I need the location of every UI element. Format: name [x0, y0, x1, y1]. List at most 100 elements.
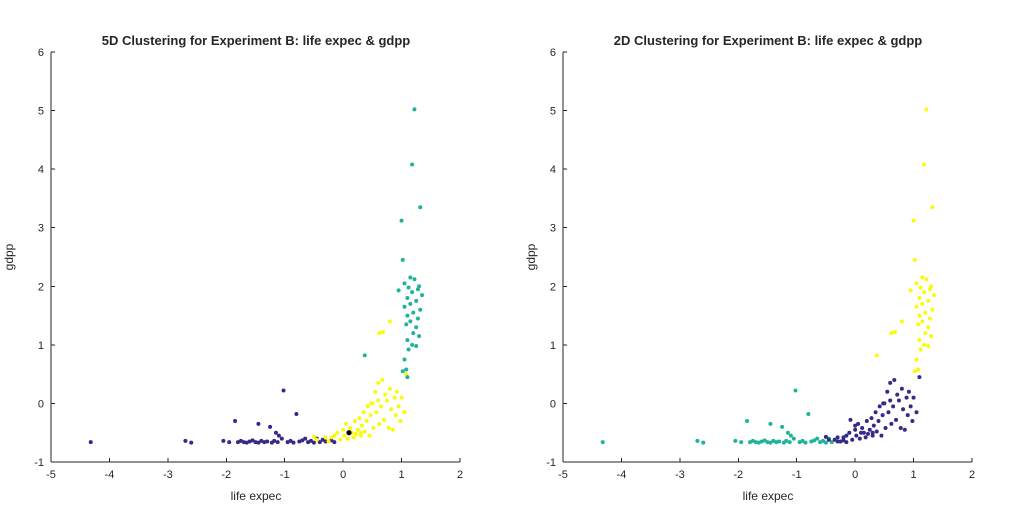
data-point	[408, 301, 413, 306]
data-point	[926, 325, 931, 330]
data-point	[916, 367, 921, 372]
data-point	[853, 427, 858, 432]
data-point	[279, 436, 284, 441]
data-point	[351, 435, 356, 440]
data-point	[920, 275, 925, 280]
data-point	[832, 437, 837, 442]
data-point	[418, 205, 423, 210]
x-tick-label: 2	[969, 469, 975, 481]
data-point	[901, 407, 906, 412]
data-point	[411, 310, 416, 315]
data-point	[864, 419, 869, 423]
data-point	[863, 435, 868, 440]
axes: -5 -4 -3 -2 -1 0 1 2 -1 0 1 2 3 4 5 6	[546, 47, 975, 481]
data-point	[821, 438, 826, 443]
x-tick-label: -3	[163, 469, 173, 481]
data-point	[358, 433, 363, 438]
data-point	[387, 386, 392, 391]
data-point	[342, 433, 347, 438]
data-point	[784, 438, 789, 443]
data-point	[829, 440, 834, 445]
data-point	[793, 388, 798, 393]
data-point	[800, 438, 805, 443]
data-point	[923, 331, 928, 336]
data-point	[918, 285, 923, 290]
y-tick-label: 2	[550, 281, 556, 293]
data-point	[932, 293, 937, 298]
y-tick-label: 3	[550, 223, 556, 235]
data-point	[902, 427, 907, 432]
data-point	[880, 413, 885, 418]
data-point	[853, 423, 858, 428]
y-tick-label: 5	[38, 106, 44, 118]
data-point	[405, 375, 410, 380]
data-point	[417, 334, 422, 339]
data-point	[338, 437, 343, 442]
data-point	[396, 288, 401, 293]
data-point	[373, 389, 378, 394]
data-point	[844, 440, 849, 445]
data-point	[311, 440, 316, 445]
data-point	[869, 416, 874, 421]
data-point	[405, 296, 410, 300]
data-point	[812, 438, 817, 443]
data-point	[281, 388, 286, 393]
data-point	[376, 380, 381, 385]
chart-title: 5D Clustering for Experiment B: life exp…	[102, 33, 410, 48]
y-tick-label: 4	[38, 164, 44, 176]
data-point	[346, 430, 352, 436]
x-tick-label: -1	[280, 469, 290, 481]
data-point	[916, 322, 921, 327]
x-tick-label: -1	[792, 469, 802, 481]
data-point	[908, 404, 913, 409]
data-point	[858, 430, 863, 435]
data-point	[785, 430, 790, 435]
data-point	[873, 410, 878, 415]
data-point	[926, 298, 931, 303]
data-point	[311, 434, 316, 439]
data-point	[917, 296, 922, 300]
data-point	[791, 436, 796, 441]
data-point	[892, 329, 897, 334]
data-point	[374, 410, 379, 415]
data-point	[815, 436, 820, 441]
data-point	[912, 257, 917, 262]
x-tick-label: 0	[340, 469, 346, 481]
data-point	[380, 329, 385, 334]
data-point	[917, 313, 922, 318]
data-point	[777, 439, 782, 444]
data-point	[803, 440, 808, 445]
data-point	[889, 421, 894, 426]
data-point	[600, 440, 605, 445]
data-point	[910, 419, 915, 423]
data-point	[762, 438, 767, 443]
data-point	[358, 430, 363, 435]
data-point	[917, 338, 922, 343]
y-axis-label: gdpp	[524, 243, 538, 270]
data-point	[920, 319, 925, 324]
data-point	[345, 436, 350, 441]
axes: -5 -4 -3 -2 -1 0 1 2 -1 0 1 2 3 4 5 6	[34, 47, 463, 481]
data-point	[265, 439, 270, 444]
data-point	[787, 440, 792, 445]
data-point	[396, 404, 401, 409]
data-point	[408, 275, 413, 280]
data-point	[352, 419, 357, 423]
x-tick-label: -4	[617, 469, 627, 481]
data-point	[920, 301, 925, 306]
data-points	[600, 107, 937, 445]
data-point	[888, 380, 893, 385]
scatter-chart-2d: 2D Clustering for Experiment B: life exp…	[524, 33, 975, 503]
data-point	[420, 293, 425, 298]
scatter-chart-5d: 5D Clustering for Experiment B: life exp…	[2, 33, 463, 503]
y-tick-label: 4	[550, 164, 556, 176]
data-point	[414, 344, 419, 349]
data-point	[406, 347, 411, 352]
data-point	[317, 440, 322, 445]
data-point	[382, 417, 387, 422]
y-axis-label: gdpp	[2, 243, 16, 270]
data-point	[874, 429, 879, 434]
data-point	[362, 353, 367, 358]
data-point	[414, 325, 419, 330]
data-point	[268, 424, 273, 429]
